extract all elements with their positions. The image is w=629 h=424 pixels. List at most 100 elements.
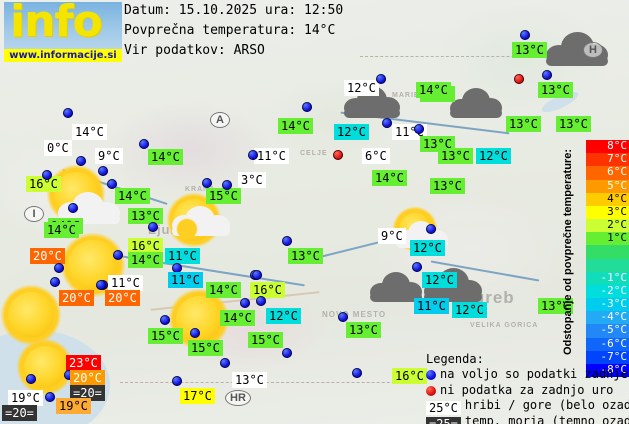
station-dot[interactable] <box>45 392 55 402</box>
temperature-chip: 15°C <box>188 340 223 356</box>
station-dot[interactable] <box>240 298 250 308</box>
temperature-chip: 14°C <box>416 82 451 98</box>
cloud-icon-dark-south <box>370 272 422 302</box>
legend-sea-swatch: =25= <box>426 417 461 424</box>
temperature-chip: 14°C <box>220 310 255 326</box>
station-dot[interactable] <box>98 166 108 176</box>
station-dot[interactable] <box>376 74 386 84</box>
temperature-chip: 14°C <box>372 170 407 186</box>
station-dot[interactable] <box>248 150 258 160</box>
station-dot[interactable] <box>139 139 149 149</box>
site-logo[interactable]: info www.informacije.si <box>4 2 122 62</box>
color-scale-row-label: 5°C <box>607 178 627 192</box>
temperature-chip: 14°C <box>44 222 79 238</box>
red-dot-icon <box>426 386 436 396</box>
station-dot[interactable] <box>172 263 182 273</box>
blue-dot-icon <box>426 370 436 380</box>
temperature-chip: 12°C <box>334 124 369 140</box>
place-label: NOVO MESTO <box>322 310 387 319</box>
temperature-chip: 12°C <box>476 148 511 164</box>
temperature-chip: 12°C <box>344 80 379 96</box>
temperature-chip: 14°C <box>128 252 163 268</box>
station-dot[interactable] <box>54 263 64 273</box>
temperature-chip: 13°C <box>556 116 591 132</box>
temperature-chip: 17°C <box>180 388 215 404</box>
station-dot[interactable] <box>96 280 106 290</box>
station-dot[interactable] <box>50 277 60 287</box>
cloud-icon-dark-north <box>450 88 502 118</box>
station-dot[interactable] <box>222 180 232 190</box>
color-scale-row: -6°C <box>586 336 629 351</box>
station-dot[interactable] <box>352 368 362 378</box>
station-dot[interactable] <box>220 358 230 368</box>
station-dot[interactable] <box>160 315 170 325</box>
country-code-marker: I <box>24 206 44 222</box>
legend-missing-label: ni podatka za zadnjo uro <box>440 383 614 397</box>
station-dot-no-data[interactable] <box>514 74 524 84</box>
color-scale-row-label: 7°C <box>607 152 627 166</box>
station-dot[interactable] <box>172 376 182 386</box>
color-scale-row-label: -7°C <box>600 349 628 363</box>
station-dot[interactable] <box>64 370 74 380</box>
color-scale-row: 6°C <box>586 165 629 180</box>
station-dot[interactable] <box>252 270 262 280</box>
color-scale-row-label: 2°C <box>607 218 627 232</box>
legend-available-label: na voljo so podatki zadnje ure <box>440 367 629 381</box>
station-dot[interactable] <box>426 224 436 234</box>
legend-title: Legenda: <box>426 352 484 366</box>
legend-mountain-swatch: 25°C <box>426 401 461 415</box>
temperature-chip: 12°C <box>266 308 301 324</box>
temperature-chip: 13°C <box>512 42 547 58</box>
temperature-chip: 13°C <box>506 116 541 132</box>
station-dot[interactable] <box>202 178 212 188</box>
station-dot[interactable] <box>63 108 73 118</box>
station-dot[interactable] <box>414 124 424 134</box>
temperature-chip: 15°C <box>206 188 241 204</box>
station-dot[interactable] <box>107 179 117 189</box>
color-scale-row-label: -3°C <box>600 297 628 311</box>
station-dot[interactable] <box>382 118 392 128</box>
temperature-chip: 19°C <box>8 390 43 406</box>
color-scale-row: 4°C <box>586 192 629 206</box>
temperature-chip: 13°C <box>430 178 465 194</box>
temperature-chip: 20°C <box>59 290 94 306</box>
temperature-chip: 14°C <box>115 188 150 204</box>
station-dot[interactable] <box>190 328 200 338</box>
color-scale-row: -7°C <box>586 349 629 364</box>
country-code-marker: H <box>583 42 603 58</box>
temperature-chip: 13°C <box>438 148 473 164</box>
station-dot[interactable] <box>542 70 552 80</box>
station-dot[interactable] <box>302 102 312 112</box>
station-dot[interactable] <box>256 296 266 306</box>
temperature-chip: 14°C <box>148 149 183 165</box>
temperature-chip: 20°C <box>105 290 140 306</box>
color-scale-row-label: 8°C <box>607 139 627 152</box>
temperature-chip: 16°C <box>128 238 163 254</box>
station-dot[interactable] <box>26 374 36 384</box>
place-label: KRANJ <box>185 186 215 193</box>
station-dot[interactable] <box>338 312 348 322</box>
station-dot[interactable] <box>282 348 292 358</box>
temperature-chip: 20°C <box>30 248 65 264</box>
temperature-chip: 14°C <box>278 118 313 134</box>
station-dot[interactable] <box>42 170 52 180</box>
legend: Legenda: na voljo so podatki zadnje ure … <box>424 352 629 424</box>
temperature-chip: 19°C <box>56 398 91 414</box>
temperature-chip: 11°C <box>414 298 449 314</box>
temperature-chip: 16°C <box>250 282 285 298</box>
station-dot[interactable] <box>76 156 86 166</box>
station-dot-no-data[interactable] <box>333 150 343 160</box>
station-dot[interactable] <box>68 203 78 213</box>
color-scale-row: 2°C <box>586 218 629 233</box>
place-label: VELIKA GORICA <box>470 322 539 329</box>
station-dot[interactable] <box>412 262 422 272</box>
place-label: MARIBOR <box>392 92 433 99</box>
station-dot[interactable] <box>148 222 158 232</box>
station-dot[interactable] <box>113 250 123 260</box>
color-scale-row: 1°C <box>586 231 629 246</box>
station-dot[interactable] <box>282 236 292 246</box>
temperature-chip: 12°C <box>452 302 487 318</box>
color-scale-row-label: -6°C <box>600 336 628 350</box>
station-dot[interactable] <box>520 30 530 40</box>
